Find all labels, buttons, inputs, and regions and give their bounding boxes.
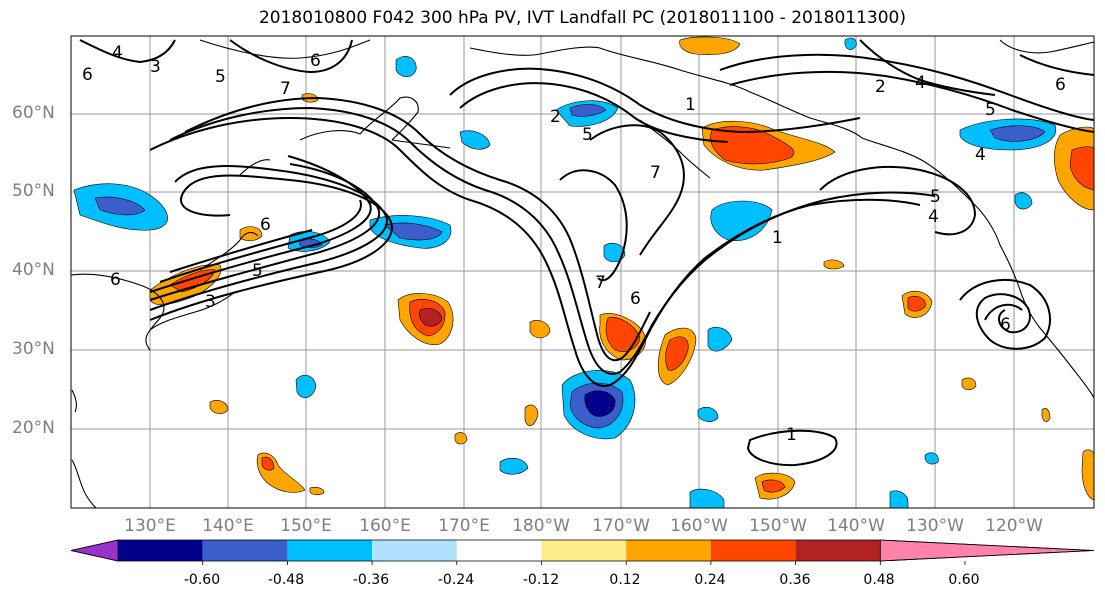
map-frame bbox=[70, 35, 1095, 509]
contour-label-group: 4 3 5 7 6 6 2 5 7 1 2 4 5 6 1 6 5 4 6 5 … bbox=[82, 43, 1066, 445]
contour-label: 5 bbox=[930, 187, 941, 207]
colorbar-tick-label: -0.60 bbox=[183, 572, 221, 588]
contour-label: 7 bbox=[650, 163, 661, 183]
lat-label: 20°N bbox=[12, 418, 55, 438]
lon-label: 130°W bbox=[906, 516, 964, 536]
lon-label: 170°W bbox=[592, 516, 650, 536]
colorbar-tick-label: -0.12 bbox=[522, 572, 560, 588]
colorbar-segment bbox=[456, 540, 542, 561]
contour-label: 7 bbox=[280, 79, 291, 99]
coastlines bbox=[70, 39, 1095, 509]
map-title: 2018010800 F042 300 hPa PV, IVT Landfall… bbox=[258, 8, 906, 28]
colorbar-tick-label: 0.60 bbox=[948, 572, 980, 588]
lon-label: 140°E bbox=[202, 516, 254, 536]
colorbar-extend-max bbox=[879, 539, 1095, 562]
lon-label: 150°E bbox=[280, 516, 332, 536]
contour-label: 6 bbox=[310, 51, 321, 71]
contour-label: 6 bbox=[1000, 315, 1011, 335]
contour-label: 2 bbox=[550, 107, 561, 127]
contour-label: 6 bbox=[110, 270, 121, 290]
colorbar-segment bbox=[541, 540, 627, 561]
contour-label: 3 bbox=[205, 292, 216, 312]
lon-label: 120°W bbox=[985, 516, 1043, 536]
contour-label: 4 bbox=[112, 43, 123, 63]
contour-label: 6 bbox=[82, 65, 93, 85]
contour-label: 7 bbox=[595, 273, 606, 293]
contour-label: 5 bbox=[252, 261, 263, 281]
lon-label: 150°W bbox=[749, 516, 807, 536]
contour-label: 1 bbox=[685, 95, 696, 115]
contour-label: 5 bbox=[215, 67, 226, 87]
contour-label: 1 bbox=[772, 228, 783, 248]
lon-label: 130°E bbox=[124, 516, 176, 536]
contour-label: 6 bbox=[630, 289, 641, 309]
colorbar-segment bbox=[795, 540, 881, 561]
colorbar-tick-label: 0.48 bbox=[863, 572, 895, 588]
colorbar bbox=[70, 539, 1095, 565]
colorbar-segment bbox=[202, 540, 288, 561]
lon-label: 140°W bbox=[827, 516, 885, 536]
contour-label: 3 bbox=[150, 57, 161, 77]
contour-label: 5 bbox=[985, 100, 996, 120]
colorbar-tick-label: -0.24 bbox=[437, 572, 475, 588]
colorbar-segment bbox=[710, 540, 796, 561]
lon-label: 160°E bbox=[359, 516, 411, 536]
lon-label: 170°E bbox=[438, 516, 490, 536]
contour-label: 4 bbox=[928, 207, 939, 227]
contour-label: 2 bbox=[875, 77, 886, 97]
colorbar-segment bbox=[287, 540, 373, 561]
colorbar-tick-label: 0.24 bbox=[694, 572, 726, 588]
contour-lines bbox=[79, 39, 1095, 467]
colorbar-segment bbox=[118, 540, 203, 561]
colorbar-outline bbox=[70, 539, 1095, 562]
contour-label: 4 bbox=[975, 145, 986, 165]
contour-label: 5 bbox=[582, 125, 593, 145]
colorbar-tick-label: 0.36 bbox=[779, 572, 811, 588]
colorbar-segment bbox=[372, 540, 457, 561]
colorbar-tick-label: 0.12 bbox=[609, 572, 641, 588]
contour-label: 4 bbox=[915, 73, 926, 93]
colorbar-extend-min bbox=[70, 539, 119, 562]
colorbar-tick-label: -0.36 bbox=[352, 572, 390, 588]
lat-label: 50°N bbox=[12, 181, 55, 201]
pv-shading bbox=[73, 36, 1095, 509]
lon-label: 160°W bbox=[670, 516, 728, 536]
lat-label: 40°N bbox=[12, 260, 55, 280]
contour-label: 6 bbox=[260, 215, 271, 235]
contour-label: 1 bbox=[786, 425, 797, 445]
contour-label: 6 bbox=[1055, 75, 1066, 95]
colorbar-segment bbox=[626, 540, 711, 561]
colorbar-tick-label: -0.48 bbox=[267, 572, 305, 588]
lat-label: 30°N bbox=[12, 339, 55, 359]
lat-label: 60°N bbox=[12, 103, 55, 123]
contour-west-jet bbox=[149, 174, 393, 321]
lon-label: 180°W bbox=[512, 516, 570, 536]
